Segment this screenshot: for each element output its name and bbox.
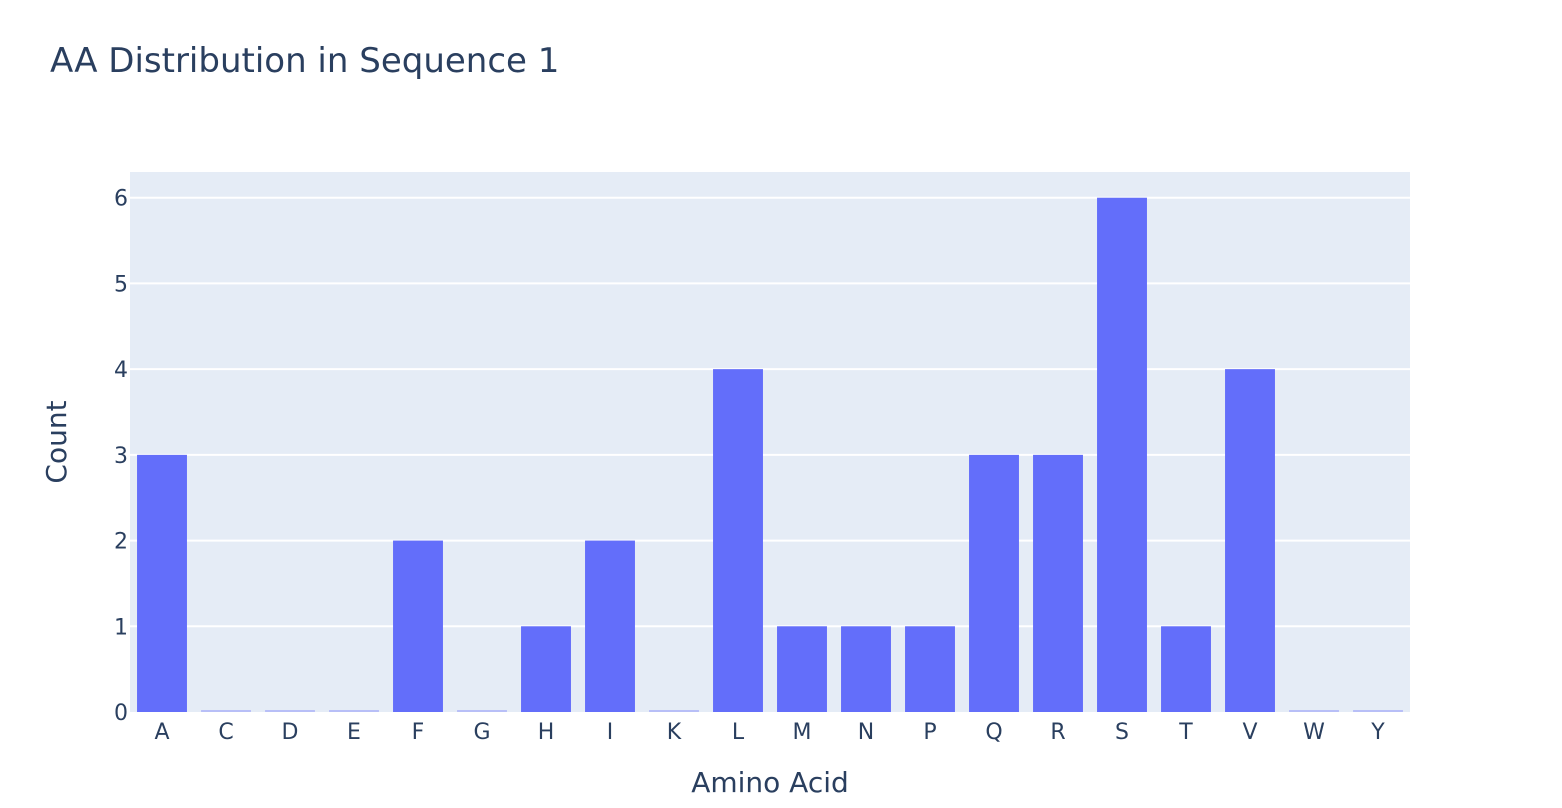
bar-f[interactable] bbox=[393, 540, 443, 712]
bar-d[interactable] bbox=[265, 710, 315, 712]
bar-e[interactable] bbox=[329, 710, 379, 712]
y-tick-label: 5 bbox=[114, 272, 128, 297]
bar-m[interactable] bbox=[777, 626, 827, 712]
bar-v[interactable] bbox=[1225, 369, 1275, 712]
bar-n[interactable] bbox=[841, 626, 891, 712]
x-axis-title: Amino Acid bbox=[691, 766, 849, 799]
y-tick-labels: 0 1 2 3 4 5 6 bbox=[114, 187, 128, 726]
bar-i[interactable] bbox=[585, 540, 635, 712]
y-tick-label: 6 bbox=[114, 187, 128, 212]
bar-w[interactable] bbox=[1289, 710, 1339, 712]
bar-p[interactable] bbox=[905, 626, 955, 712]
bar-k[interactable] bbox=[649, 710, 699, 712]
y-tick-label: 3 bbox=[114, 444, 128, 469]
x-tick-label: S bbox=[1115, 720, 1129, 745]
x-tick-label: E bbox=[347, 720, 361, 745]
x-tick-label: N bbox=[858, 720, 874, 745]
bar-y[interactable] bbox=[1353, 710, 1403, 712]
x-tick-label: C bbox=[218, 720, 233, 745]
x-tick-label: W bbox=[1303, 720, 1325, 745]
x-tick-label: D bbox=[282, 720, 299, 745]
bar-h[interactable] bbox=[521, 626, 571, 712]
x-tick-label: Q bbox=[985, 720, 1002, 745]
bar-g[interactable] bbox=[457, 710, 507, 712]
chart-title: AA Distribution in Sequence 1 bbox=[50, 41, 559, 81]
x-tick-label: M bbox=[793, 720, 812, 745]
bar-l[interactable] bbox=[713, 369, 763, 712]
plot-area bbox=[130, 172, 1410, 712]
y-axis-title: Count bbox=[40, 400, 73, 483]
y-tick-label: 4 bbox=[114, 358, 128, 383]
x-tick-label: P bbox=[923, 720, 936, 745]
x-tick-label: T bbox=[1178, 720, 1193, 745]
x-tick-label: H bbox=[538, 720, 555, 745]
y-tick-label: 2 bbox=[114, 530, 128, 555]
x-tick-label: L bbox=[732, 720, 745, 745]
x-tick-label: I bbox=[607, 720, 614, 745]
x-tick-label: G bbox=[473, 720, 490, 745]
bar-s[interactable] bbox=[1097, 197, 1147, 712]
bar-t[interactable] bbox=[1161, 626, 1211, 712]
x-tick-label: A bbox=[154, 720, 169, 745]
bar-a[interactable] bbox=[137, 454, 187, 712]
x-tick-label: K bbox=[667, 720, 682, 745]
bar-q[interactable] bbox=[969, 454, 1019, 712]
bars bbox=[137, 197, 1403, 712]
x-tick-label: V bbox=[1242, 720, 1257, 745]
y-tick-label: 0 bbox=[114, 701, 128, 726]
x-tick-label: F bbox=[412, 720, 425, 745]
x-tick-label: R bbox=[1050, 720, 1065, 745]
x-tick-label: Y bbox=[1370, 720, 1385, 745]
y-tick-label: 1 bbox=[114, 615, 128, 640]
bar-r[interactable] bbox=[1033, 454, 1083, 712]
bar-c[interactable] bbox=[201, 710, 251, 712]
